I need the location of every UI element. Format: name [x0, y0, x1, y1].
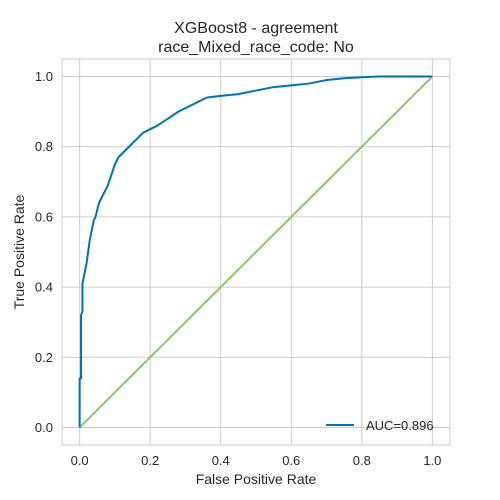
- x-tick-label: 0.8: [353, 453, 371, 468]
- grid: [62, 59, 450, 445]
- series-layer: [78, 75, 434, 429]
- baseline-diagonal: [78, 75, 434, 429]
- x-tick-label: 0.4: [212, 453, 230, 468]
- legend: AUC=0.896: [326, 418, 434, 433]
- y-tick-label: 1.0: [35, 69, 53, 84]
- y-tick-label: 0.6: [35, 209, 53, 224]
- y-tick-label: 0.4: [35, 280, 53, 295]
- y-tick-label: 0.0: [35, 420, 53, 435]
- y-tick-label: 0.8: [35, 139, 53, 154]
- x-tick-label: 1.0: [423, 453, 441, 468]
- chart-title: XGBoost8 - agreement: [174, 20, 338, 37]
- plot-frame: [61, 58, 451, 446]
- legend-label: AUC=0.896: [366, 418, 434, 433]
- y-axis-title: True Positive Rate: [11, 194, 27, 309]
- roc-curve-line: [78, 75, 433, 428]
- x-tick-label: 0.2: [141, 453, 159, 468]
- x-axis-title: False Positive Rate: [196, 471, 317, 487]
- x-tick-label: 0.0: [71, 453, 89, 468]
- chart-subtitle: race_Mixed_race_code: No: [158, 39, 354, 56]
- y-tick-label: 0.2: [35, 350, 53, 365]
- tick-labels: 0.0 0.2 0.4 0.6 0.8 1.0 0.0 0.2 0.4 0.6 0.8 1.0: [35, 69, 441, 468]
- x-tick-label: 0.6: [282, 453, 300, 468]
